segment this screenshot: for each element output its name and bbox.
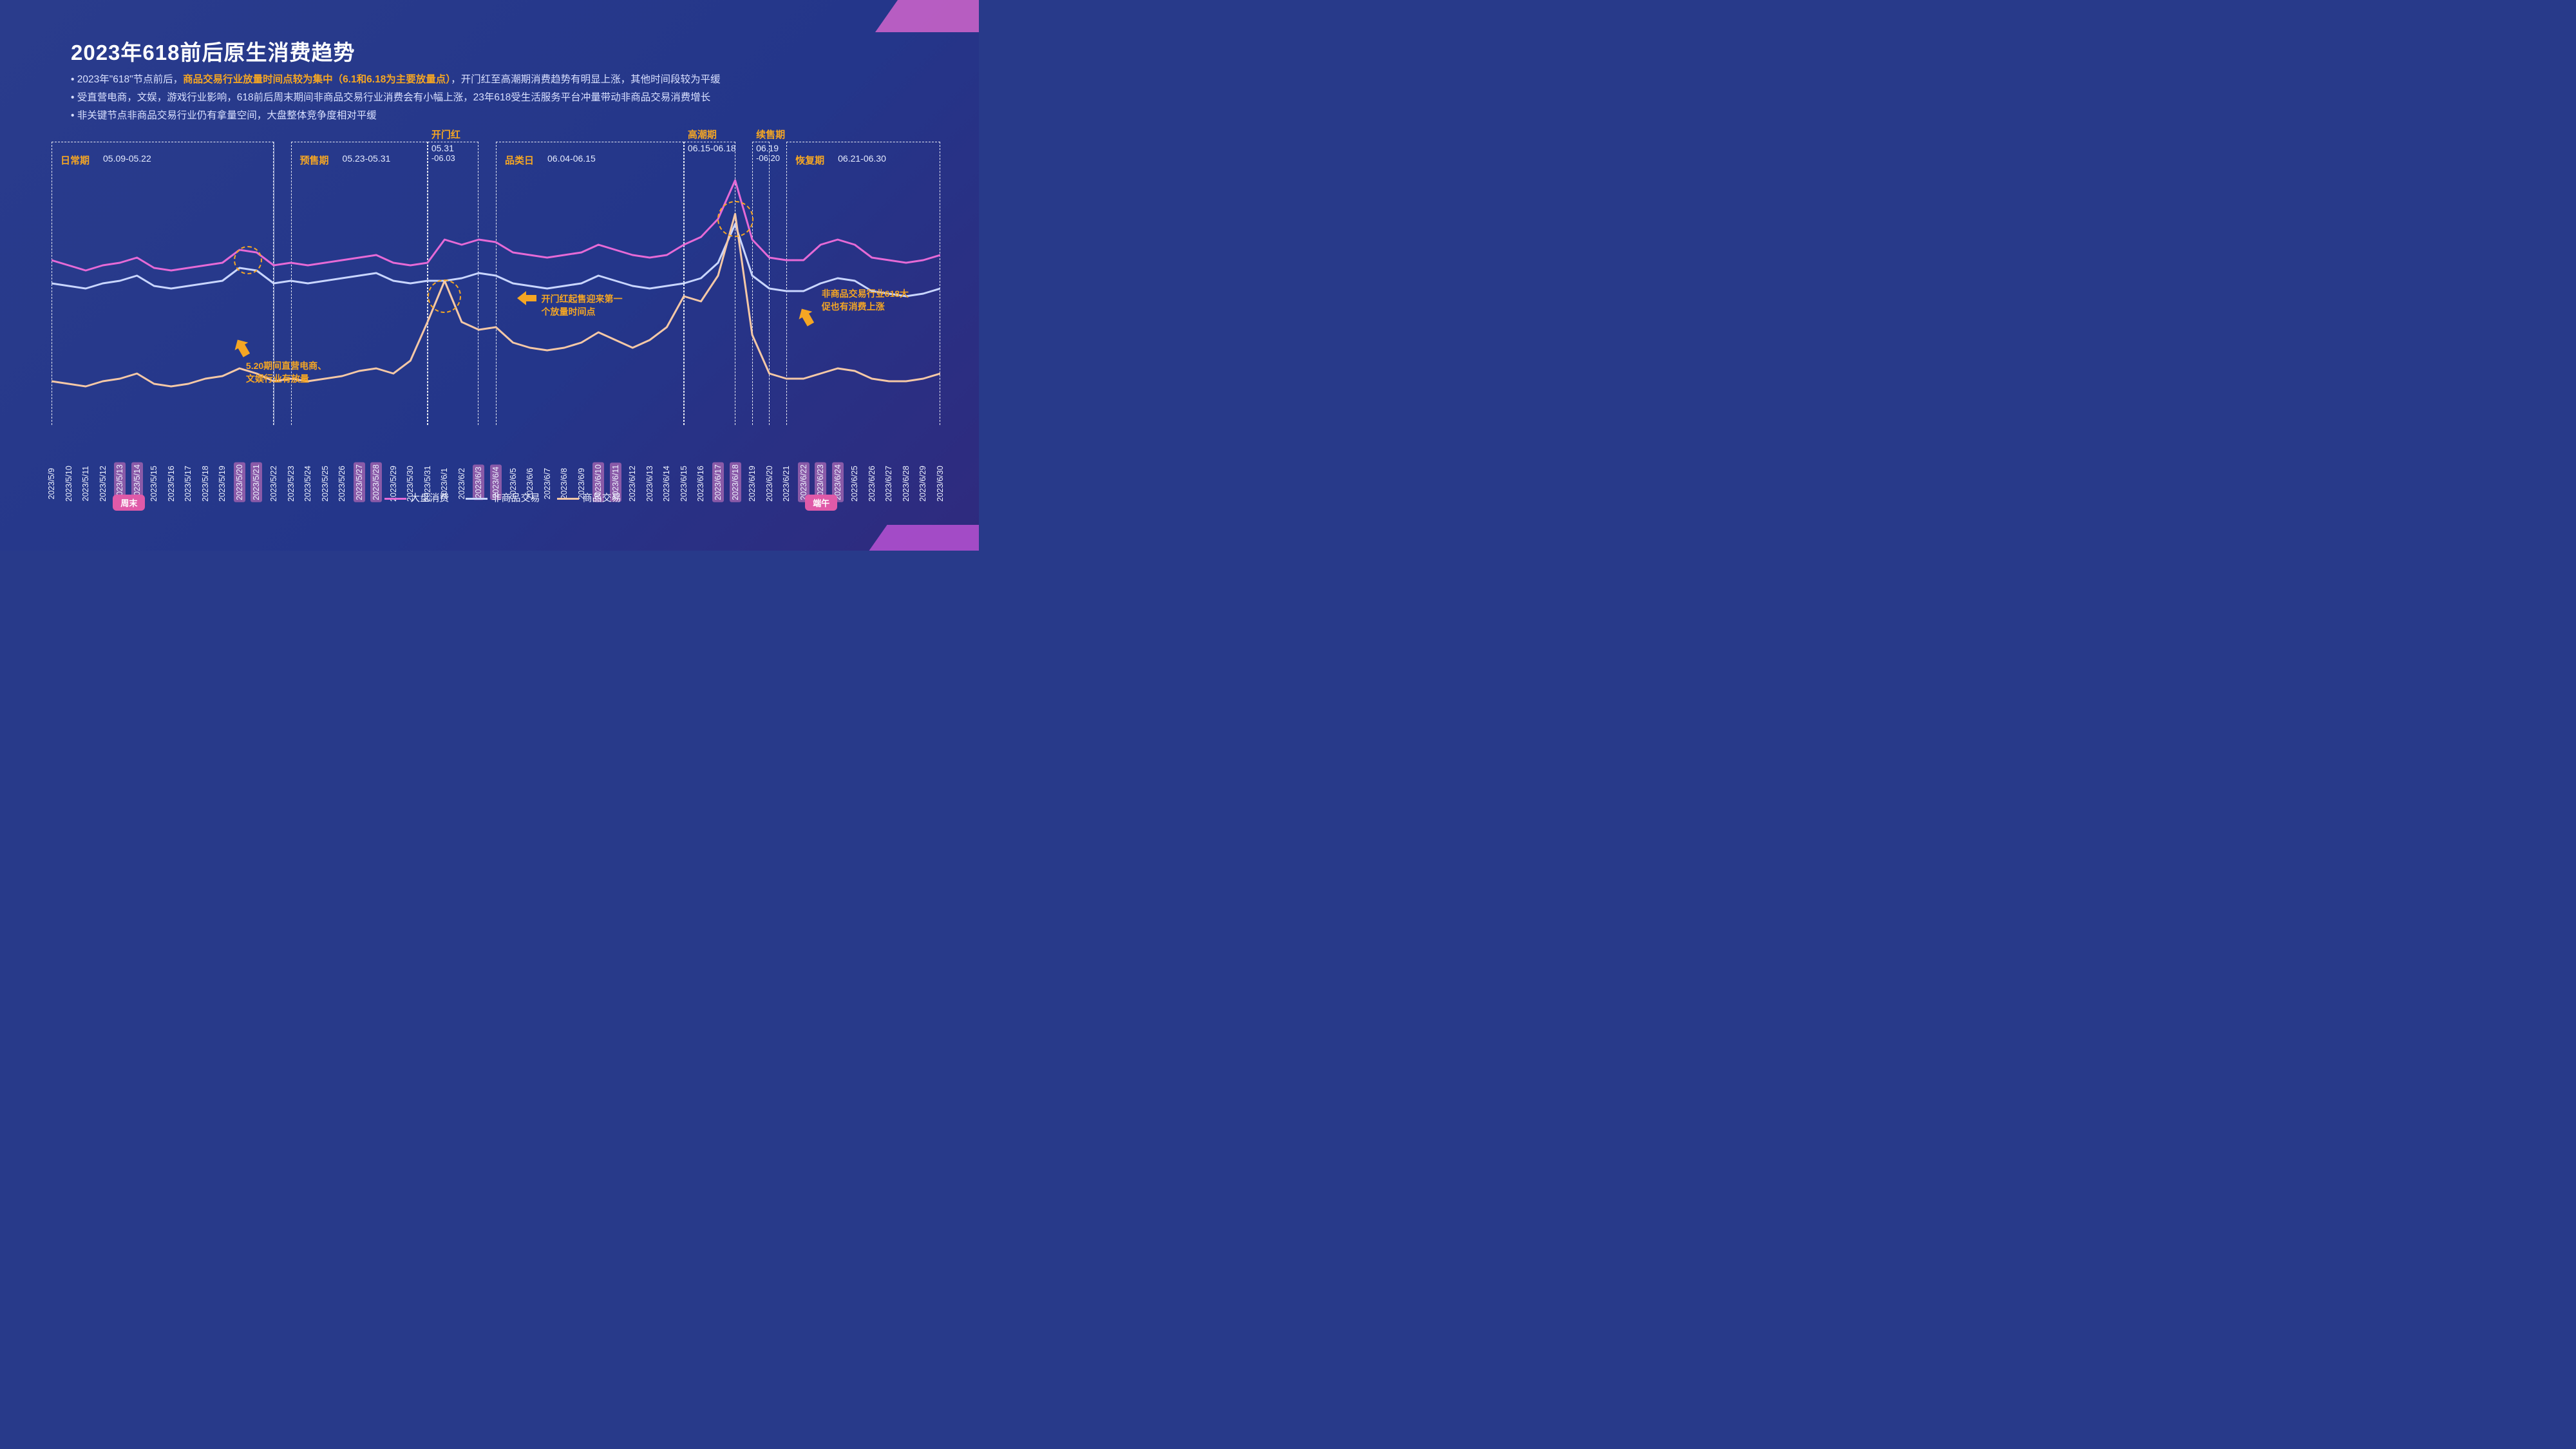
decor-stripe-top <box>875 0 979 32</box>
callout: 非商品交易行业618大促也有消费上涨 <box>822 287 909 313</box>
callout-line: 个放量时间点 <box>542 305 623 318</box>
legend-swatch <box>557 498 579 500</box>
bullet-item: 非关键节点非商品交易行业仍有拿量空间，大盘整体竞争度相对平缓 <box>71 107 940 125</box>
bullet-item: 受直营电商，文娱，游戏行业影响，618前后周末期间非商品交易行业消费会有小幅上涨… <box>71 89 940 107</box>
trend-chart: 日常期05.09-05.22预售期05.23-05.31开门红05.31-06.… <box>52 142 940 444</box>
callout-line: 开门红起售迎来第一 <box>542 292 623 305</box>
page-title: 2023年618前后原生消费趋势 <box>71 35 355 66</box>
phase-title: 高潮期 <box>688 128 717 141</box>
x-axis: 2023/5/92023/5/102023/5/112023/5/122023/… <box>52 430 940 488</box>
bullet-text: 非关键节点非商品交易行业仍有拿量空间，大盘整体竞争度相对平缓 <box>77 110 377 121</box>
bullet-text: 受直营电商，文娱，游戏行业影响，618前后周末期间非商品交易行业消费会有小幅上涨… <box>77 92 710 103</box>
phase-title: 续售期 <box>756 128 785 141</box>
bullet-text: ，开门红至高潮期消费趋势有明显上涨，其他时间段较为平缓 <box>451 74 721 85</box>
slide: 2023年618前后原生消费趋势 2023年"618"节点前后，商品交易行业放量… <box>0 0 979 551</box>
arrow-icon <box>516 289 538 308</box>
callout-line: 文娱行业有放量 <box>246 372 327 385</box>
callout-line: 非商品交易行业618大 <box>822 287 909 300</box>
legend-label: 商品交易 <box>583 493 621 504</box>
callout-line: 促也有消费上涨 <box>822 300 909 313</box>
callout: 开门红起售迎来第一个放量时间点 <box>542 292 623 318</box>
phase-title: 开门红 <box>431 128 460 141</box>
bullet-item: 2023年"618"节点前后，商品交易行业放量时间点较为集中（6.1和6.18为… <box>71 71 940 89</box>
legend-label: 非商品交易 <box>491 493 540 504</box>
legend-swatch <box>466 498 488 500</box>
series-商品交易 <box>52 214 940 386</box>
bullet-text: 2023年"618"节点前后， <box>77 74 183 85</box>
decor-stripe-bottom <box>864 525 979 551</box>
chart-svg <box>52 142 940 444</box>
legend-swatch <box>384 498 406 500</box>
series-大盘消费 <box>52 180 940 270</box>
highlight-circle <box>717 201 753 237</box>
highlight-circle <box>234 246 262 274</box>
series-非商品交易 <box>52 224 940 296</box>
callout-line: 5.20期间直营电商、 <box>246 359 327 372</box>
bullet-list: 2023年"618"节点前后，商品交易行业放量时间点较为集中（6.1和6.18为… <box>71 71 940 125</box>
callout: 5.20期间直营电商、文娱行业有放量 <box>246 359 327 385</box>
legend: 大盘消费 非商品交易 商品交易 <box>52 491 940 504</box>
highlight-circle <box>428 279 461 313</box>
bullet-highlight: 商品交易行业放量时间点较为集中（6.1和6.18为主要放量点） <box>183 74 451 85</box>
legend-label: 大盘消费 <box>410 493 449 504</box>
